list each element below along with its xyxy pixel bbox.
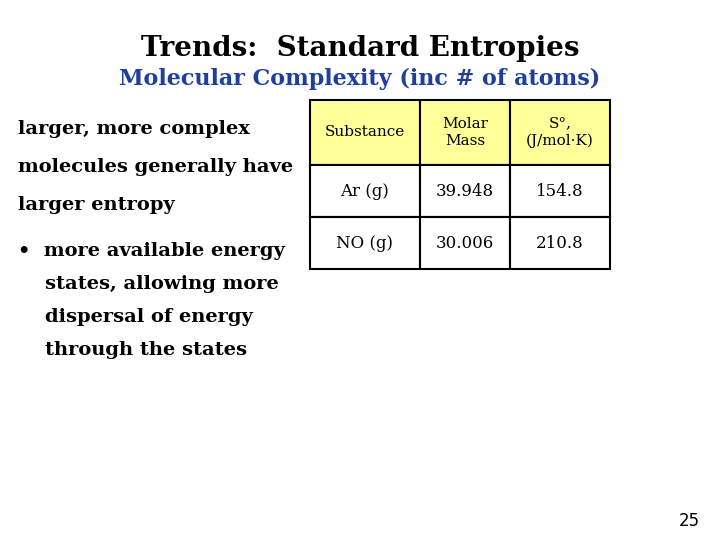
- Text: larger entropy: larger entropy: [18, 196, 175, 214]
- Text: through the states: through the states: [18, 341, 247, 359]
- Text: 39.948: 39.948: [436, 183, 494, 199]
- Text: 30.006: 30.006: [436, 234, 494, 252]
- Text: Molecular Complexity (inc # of atoms): Molecular Complexity (inc # of atoms): [120, 68, 600, 90]
- Text: NO (g): NO (g): [336, 234, 394, 252]
- Text: S°,
(J/mol·K): S°, (J/mol·K): [526, 117, 594, 148]
- Bar: [310, 217, 420, 269]
- Bar: [310, 165, 420, 217]
- Text: Ar (g): Ar (g): [341, 183, 390, 199]
- Bar: [420, 100, 510, 165]
- Text: dispersal of energy: dispersal of energy: [18, 308, 253, 326]
- Text: states, allowing more: states, allowing more: [18, 275, 279, 293]
- Bar: [510, 100, 610, 165]
- Text: 25: 25: [679, 512, 700, 530]
- Text: 154.8: 154.8: [536, 183, 584, 199]
- Text: Molar
Mass: Molar Mass: [442, 117, 488, 148]
- Bar: [310, 100, 420, 165]
- Text: •  more available energy: • more available energy: [18, 242, 285, 260]
- Text: larger, more complex: larger, more complex: [18, 120, 250, 138]
- Bar: [420, 217, 510, 269]
- Bar: [510, 165, 610, 217]
- Text: Substance: Substance: [325, 125, 405, 139]
- Text: 210.8: 210.8: [536, 234, 584, 252]
- Bar: [420, 165, 510, 217]
- Text: molecules generally have: molecules generally have: [18, 158, 293, 176]
- Text: Trends:  Standard Entropies: Trends: Standard Entropies: [140, 35, 580, 62]
- Bar: [510, 217, 610, 269]
